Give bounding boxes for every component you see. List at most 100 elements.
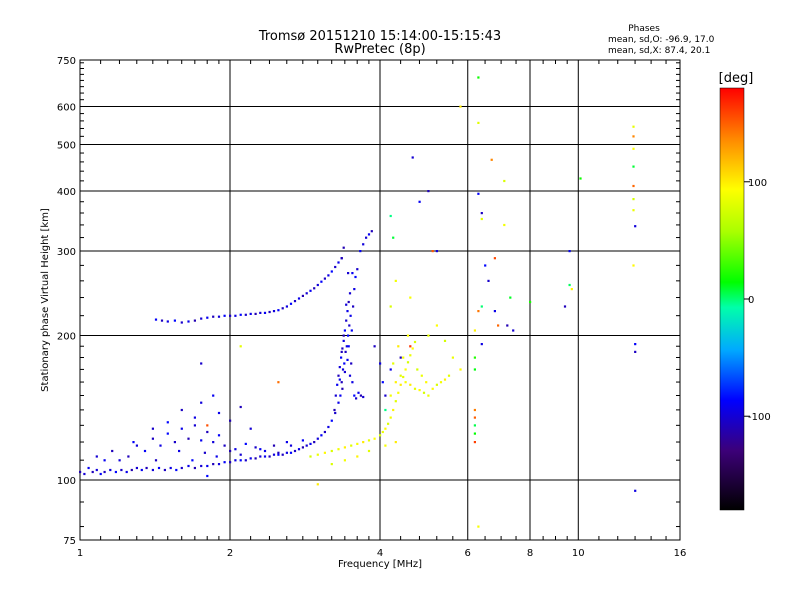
echo-point bbox=[342, 334, 345, 337]
echo-point bbox=[339, 394, 342, 397]
echo-point bbox=[399, 374, 402, 377]
echo-point bbox=[234, 314, 237, 317]
echo-point bbox=[473, 329, 476, 332]
echo-point bbox=[418, 389, 421, 392]
y-tick-label: 500 bbox=[57, 141, 76, 152]
echo-point bbox=[330, 270, 333, 273]
echo-point bbox=[118, 459, 121, 462]
echo-point bbox=[281, 453, 284, 456]
echo-point bbox=[435, 324, 438, 327]
echo-point bbox=[313, 287, 316, 290]
echo-point bbox=[431, 387, 434, 390]
x-tick-label: 8 bbox=[527, 548, 533, 559]
echo-point bbox=[337, 261, 340, 264]
echo-point bbox=[427, 334, 430, 337]
echo-point bbox=[484, 264, 487, 267]
echo-point bbox=[229, 419, 232, 422]
echo-point bbox=[342, 246, 345, 249]
echo-point bbox=[340, 350, 343, 353]
echo-point bbox=[459, 105, 462, 108]
echo-point bbox=[632, 135, 635, 138]
echo-point bbox=[348, 374, 352, 377]
echo-point bbox=[132, 441, 135, 444]
echo-point bbox=[151, 427, 154, 430]
echo-point bbox=[384, 394, 387, 397]
echo-point bbox=[362, 441, 365, 444]
plot-area: 1 2 4 6 8 10 16 75 100 200 300 400 500 600 750 bbox=[57, 56, 686, 559]
echo-point bbox=[490, 158, 493, 161]
echo-point bbox=[355, 397, 358, 400]
echo-point bbox=[447, 374, 451, 377]
echo-point bbox=[435, 250, 438, 253]
echo-point bbox=[200, 439, 203, 442]
echo-point bbox=[343, 459, 346, 462]
y-tick-label: 750 bbox=[57, 56, 76, 67]
echo-point bbox=[404, 368, 407, 371]
echo-point bbox=[297, 297, 301, 300]
echo-point bbox=[422, 391, 426, 394]
echo-point bbox=[239, 345, 242, 348]
echo-point bbox=[193, 319, 196, 322]
echo-point bbox=[281, 307, 284, 310]
echo-point bbox=[348, 292, 352, 295]
echo-point bbox=[381, 381, 384, 384]
echo-point bbox=[427, 394, 430, 397]
echo-point bbox=[316, 453, 319, 456]
echo-point bbox=[370, 230, 373, 233]
echo-point bbox=[352, 305, 355, 308]
echo-point bbox=[345, 303, 348, 306]
echo-point bbox=[359, 250, 362, 253]
echo-point bbox=[223, 444, 226, 447]
echo-point bbox=[217, 315, 221, 318]
echo-point bbox=[341, 347, 344, 350]
echo-point bbox=[187, 464, 190, 468]
echo-point bbox=[365, 236, 368, 239]
echo-point bbox=[254, 446, 257, 449]
echo-point bbox=[399, 383, 402, 386]
echo-point bbox=[334, 265, 337, 269]
y-tick-label: 600 bbox=[57, 103, 76, 114]
echo-point bbox=[272, 444, 276, 447]
echo-point bbox=[327, 274, 330, 277]
echo-point bbox=[83, 472, 86, 476]
echo-point bbox=[389, 416, 392, 419]
echo-point bbox=[473, 416, 476, 419]
echo-point bbox=[268, 455, 271, 458]
echo-point bbox=[229, 314, 232, 317]
echo-point bbox=[249, 427, 252, 430]
echo-point bbox=[480, 217, 483, 221]
echo-point bbox=[263, 449, 267, 453]
echo-point bbox=[493, 310, 496, 313]
echo-point bbox=[301, 439, 304, 442]
echo-point bbox=[125, 470, 128, 474]
echo-point bbox=[568, 250, 571, 253]
echo-point bbox=[349, 314, 352, 317]
echo-point bbox=[114, 470, 117, 474]
echo-point bbox=[217, 463, 221, 466]
echo-point bbox=[193, 416, 196, 419]
echo-point bbox=[579, 177, 582, 180]
echo-point bbox=[345, 319, 348, 322]
echo-point bbox=[411, 347, 414, 350]
echo-point bbox=[127, 455, 130, 458]
echo-point bbox=[402, 356, 405, 359]
echo-point bbox=[293, 300, 297, 303]
x-tick-label: 10 bbox=[572, 548, 585, 559]
echo-point bbox=[431, 250, 434, 253]
echo-point bbox=[354, 275, 357, 279]
echo-point bbox=[277, 451, 280, 454]
echo-point bbox=[263, 455, 267, 458]
colorbar-tick-label: 100 bbox=[748, 178, 767, 189]
echo-point bbox=[301, 294, 304, 297]
echo-point bbox=[632, 125, 635, 128]
echo-point bbox=[439, 381, 443, 384]
echo-point bbox=[323, 277, 326, 280]
echo-point bbox=[340, 381, 343, 384]
echo-point bbox=[272, 453, 276, 456]
echo-point bbox=[323, 451, 326, 454]
echo-point bbox=[178, 449, 181, 453]
echo-point bbox=[206, 464, 209, 468]
echo-point bbox=[338, 366, 341, 369]
echo-point bbox=[394, 400, 397, 403]
